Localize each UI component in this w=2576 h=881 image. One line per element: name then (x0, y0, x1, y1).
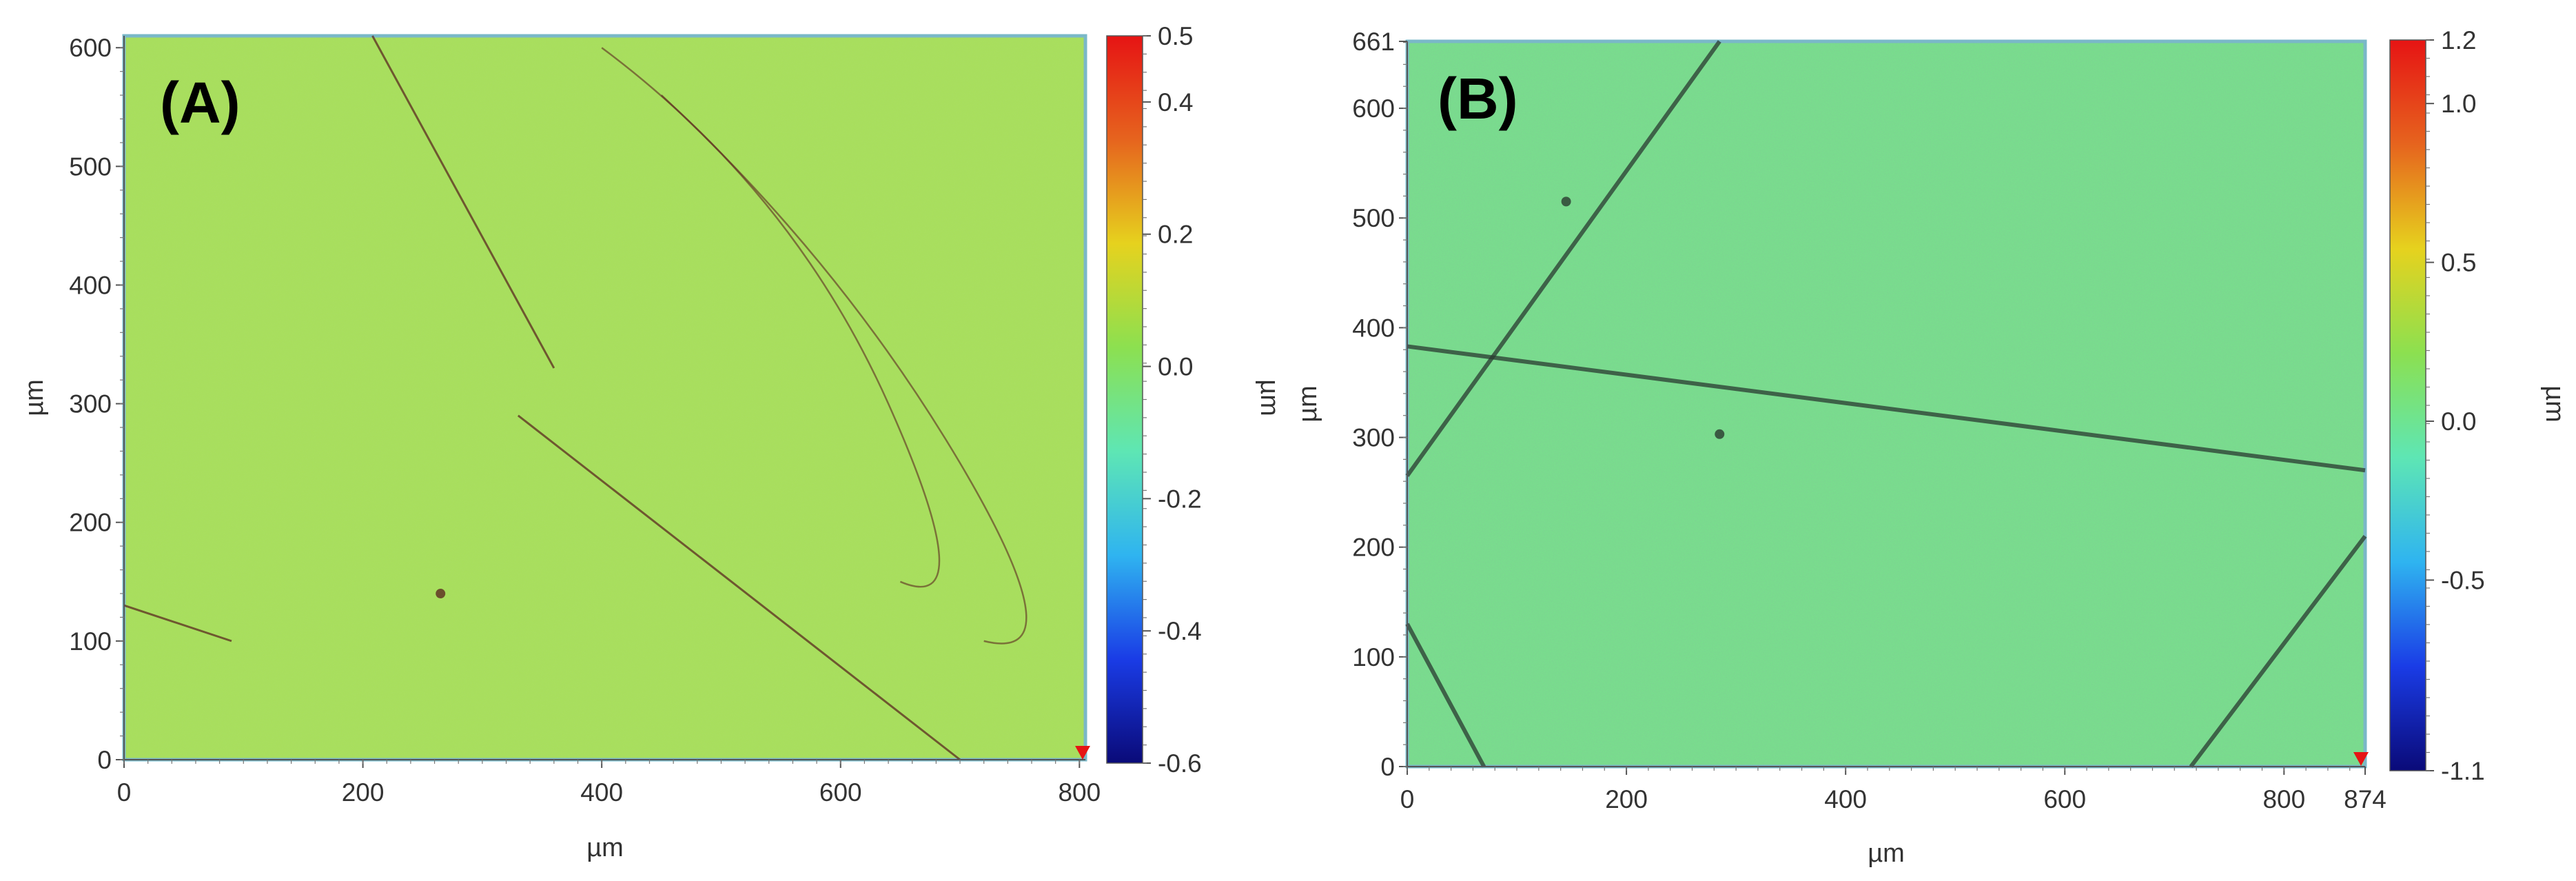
y-tick-label: 600 (1352, 94, 1395, 123)
x-tick-label: 200 (342, 778, 385, 807)
panel-a-corner-marker (1075, 746, 1090, 760)
y-tick-label: 400 (1352, 314, 1395, 342)
y-tick-label: 0 (97, 746, 112, 774)
scratch-line (123, 604, 232, 642)
x-tick-label: 400 (580, 778, 623, 807)
panel-b: (B) 0 100 200 300 400 500 600 661 0 200 400 600 800… (1294, 26, 2569, 868)
x-tick-label: 800 (2262, 785, 2305, 813)
y-tick-label: 400 (69, 271, 112, 299)
surface-defect (436, 589, 446, 599)
panel-a-features (123, 35, 1028, 761)
colorbar-tick-label: -0.2 (1158, 485, 1202, 513)
y-tick-label: 500 (1352, 204, 1395, 232)
panel-b-x-axis: 0 200 400 600 800 874 (1400, 766, 2386, 813)
x-tick-label: 600 (2043, 785, 2086, 813)
panel-a-colorbar-axis: 0.5 0.4 0.2 0.0 -0.2 -0.4 -0.6 (1143, 22, 1202, 778)
panel-a-colorbar (1106, 35, 1143, 764)
y-tick-label: 300 (1352, 424, 1395, 452)
colorbar-tick-label: -0.4 (1158, 617, 1202, 645)
x-tick-label: 874 (2344, 785, 2386, 813)
x-tick-label: 400 (1824, 785, 1867, 813)
x-tick-label: 600 (819, 778, 862, 807)
y-tick-label: 600 (69, 34, 112, 62)
colorbar-tick-label: -0.6 (1158, 749, 1202, 778)
panel-b-colorbar-title: µm (2540, 385, 2569, 423)
panel-a: (A) 0 100 200 300 400 500 600 0 200 400 600 800 µm… (20, 22, 1284, 862)
x-tick-label: 200 (1605, 785, 1648, 813)
panel-a-surface-texture (125, 37, 1084, 758)
colorbar-tick-label: 0.0 (2441, 407, 2476, 436)
panel-b-colorbar-axis: 1.2 1.0 0.5 0.0 -0.5 -1.1 (2426, 26, 2485, 785)
panel-b-colorbar (2389, 39, 2426, 771)
surface-defect (1715, 429, 1725, 439)
panel-a-x-axis: 0 200 400 600 800 (117, 759, 1101, 807)
panel-a-label: (A) (160, 70, 241, 135)
colorbar-tick-label: -1.1 (2441, 757, 2485, 785)
panel-b-label: (B) (1438, 66, 1518, 131)
scratch-line (1407, 344, 2366, 473)
y-tick-label: 100 (1352, 643, 1395, 671)
y-tick-label: 100 (69, 627, 112, 656)
scratch-line (1405, 40, 1721, 477)
panel-a-y-axis-title: µm (20, 379, 49, 416)
y-tick-label: 661 (1352, 28, 1395, 56)
y-tick-label: 500 (69, 152, 112, 181)
panel-a-y-axis: 0 100 200 300 400 500 600 (69, 34, 125, 774)
colorbar-tick-label: 0.5 (2441, 249, 2476, 277)
colorbar-tick-label: 0.0 (1158, 353, 1193, 381)
panel-a-x-axis-title: µm (586, 833, 624, 862)
scratch-line (2189, 534, 2367, 768)
y-tick-label: 300 (69, 390, 112, 418)
colorbar-tick-label: 1.0 (2441, 90, 2476, 118)
surface-defect (1561, 196, 1571, 207)
y-tick-label: 200 (69, 509, 112, 537)
scratch-arc (660, 94, 1028, 645)
scratch-line (1405, 622, 1486, 768)
y-tick-label: 200 (1352, 534, 1395, 562)
colorbar-tick-label: 0.5 (1158, 22, 1193, 50)
panel-a-colorbar-title: µm (1255, 379, 1284, 416)
panel-b-features (1405, 40, 2367, 768)
panel-b-y-axis-title: µm (1294, 385, 1322, 423)
panel-b-y-axis: 0 100 200 300 400 500 600 661 (1352, 28, 1408, 781)
y-tick-label: 0 (1380, 753, 1395, 781)
panel-b-surface-texture (1409, 43, 2364, 765)
colorbar-tick-label: 0.2 (1158, 221, 1193, 249)
x-tick-label: 0 (117, 778, 132, 807)
colorbar-tick-label: -0.5 (2441, 566, 2485, 594)
colorbar-tick-label: 0.4 (1158, 88, 1193, 117)
panel-b-corner-marker (2353, 752, 2369, 766)
x-tick-label: 0 (1400, 785, 1415, 813)
x-tick-label: 800 (1058, 778, 1101, 807)
scratch-line (517, 414, 961, 761)
colorbar-tick-label: 1.2 (2441, 26, 2476, 54)
scratch-line (371, 35, 555, 369)
panel-b-x-axis-title: µm (1868, 839, 1905, 868)
